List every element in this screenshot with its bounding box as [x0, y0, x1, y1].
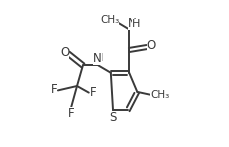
Text: F: F	[68, 107, 74, 120]
Text: S: S	[109, 111, 116, 124]
Text: CH₃: CH₃	[150, 90, 170, 100]
Text: H: H	[95, 53, 103, 63]
Text: O: O	[60, 46, 69, 59]
Text: O: O	[147, 39, 156, 52]
Text: N: N	[93, 52, 102, 65]
Text: N: N	[128, 17, 136, 30]
Text: F: F	[50, 83, 57, 96]
Text: CH₃: CH₃	[100, 15, 119, 25]
Text: F: F	[90, 86, 96, 98]
Text: H: H	[132, 19, 140, 29]
